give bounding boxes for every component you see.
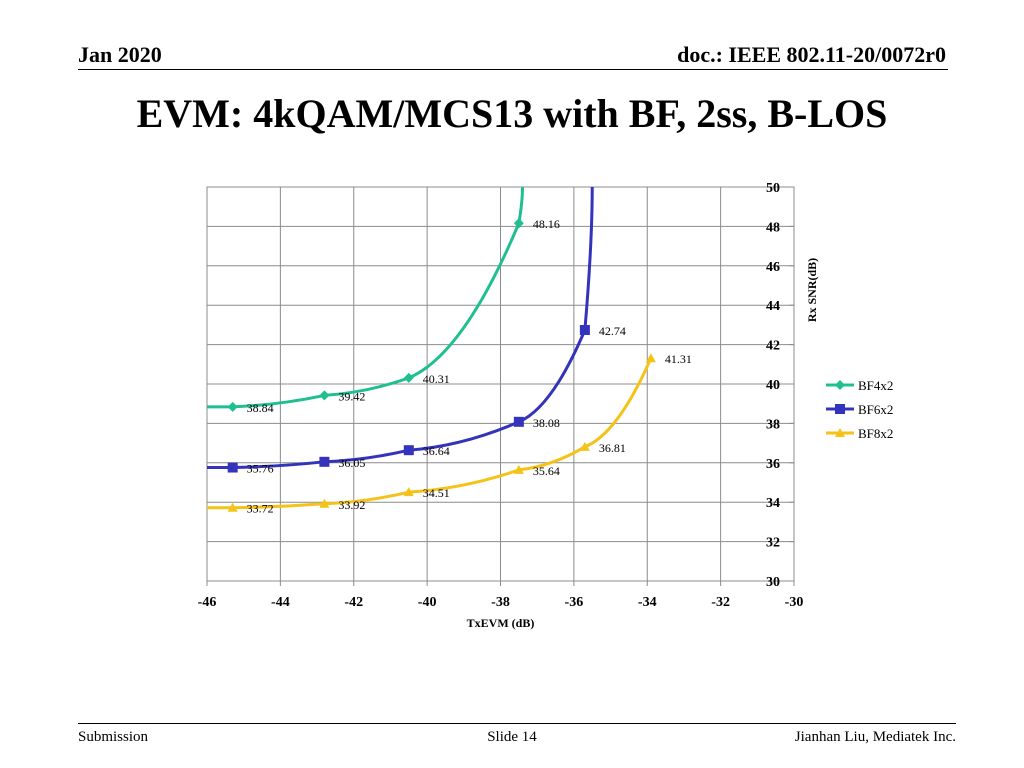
- data-label: 33.72: [247, 502, 274, 516]
- data-label: 36.05: [338, 456, 365, 470]
- y-tick-label: 44: [766, 299, 780, 314]
- y-tick-label: 38: [766, 417, 780, 432]
- data-label: 38.08: [533, 416, 560, 430]
- footer-slide-number: Slide 14: [487, 729, 537, 745]
- legend-marker: [835, 404, 845, 414]
- data-label: 39.42: [338, 389, 365, 403]
- y-tick-label: 42: [766, 339, 780, 354]
- y-tick-label: 46: [766, 260, 780, 275]
- x-tick-label: -32: [711, 595, 730, 610]
- y-tick-label: 34: [766, 496, 780, 511]
- data-label: 36.64: [423, 444, 450, 458]
- header-date: Jan 2020: [78, 42, 162, 67]
- x-tick-label: -46: [198, 595, 217, 610]
- data-point-marker: [319, 456, 330, 467]
- data-label: 40.31: [423, 372, 450, 386]
- legend-label: BF6x2: [858, 402, 893, 417]
- y-tick-label: 32: [766, 536, 780, 551]
- data-point-marker: [403, 372, 414, 383]
- x-axis-title: TxEVM (dB): [467, 616, 535, 630]
- footer-submission: Submission: [78, 729, 149, 745]
- data-label: 35.76: [247, 462, 274, 476]
- series-line-BF4x2: [207, 186, 525, 409]
- data-point-marker: [513, 416, 524, 427]
- x-tick-label: -44: [271, 595, 290, 610]
- y-tick-label: 36: [766, 457, 780, 472]
- data-point-marker: [319, 390, 330, 401]
- x-tick-label: -38: [491, 595, 510, 610]
- header-divider: [78, 69, 948, 70]
- data-label: 41.31: [665, 352, 692, 366]
- data-point-marker: [579, 325, 590, 336]
- x-tick-label: -30: [785, 595, 804, 610]
- series-line-BF8x2: [207, 357, 653, 510]
- x-tick-label: -34: [638, 595, 657, 610]
- x-tick-label: -42: [344, 595, 363, 610]
- data-point-marker: [403, 487, 414, 497]
- series-line-BF6x2: [207, 186, 594, 470]
- y-tick-label: 50: [766, 181, 780, 196]
- data-point-marker: [403, 445, 414, 456]
- y-axis-title: Rx SNR(dB): [805, 258, 819, 322]
- data-point-marker: [645, 353, 656, 363]
- legend-marker: [835, 428, 845, 437]
- data-label: 38.84: [247, 401, 274, 415]
- data-point-marker: [319, 498, 330, 508]
- data-point-marker: [227, 462, 238, 473]
- data-label: 48.16: [533, 217, 560, 231]
- data-label: 36.81: [599, 441, 626, 455]
- legend-marker: [835, 380, 845, 390]
- data-point-marker: [579, 441, 590, 451]
- data-label: 35.64: [533, 464, 560, 478]
- y-tick-label: 40: [766, 378, 780, 393]
- header-doc-id: doc.: IEEE 802.11-20/0072r0: [677, 42, 946, 67]
- data-label: 34.51: [423, 486, 450, 500]
- footer-divider: [78, 723, 956, 724]
- data-point-marker: [227, 401, 238, 412]
- y-tick-label: 48: [766, 220, 780, 235]
- x-tick-label: -40: [418, 595, 437, 610]
- x-tick-label: -36: [565, 595, 584, 610]
- footer-author: Jianhan Liu, Mediatek Inc.: [794, 729, 956, 745]
- data-label: 42.74: [599, 324, 626, 338]
- data-point-marker: [513, 218, 524, 229]
- data-point-marker: [227, 502, 238, 512]
- y-tick-label: 30: [766, 575, 780, 590]
- data-label: 33.92: [338, 498, 365, 512]
- legend-label: BF8x2: [858, 426, 893, 441]
- legend-label: BF4x2: [858, 378, 893, 393]
- slide-title: EVM: 4kQAM/MCS13 with BF, 2ss, B-LOS: [136, 91, 888, 136]
- data-point-marker: [513, 464, 524, 474]
